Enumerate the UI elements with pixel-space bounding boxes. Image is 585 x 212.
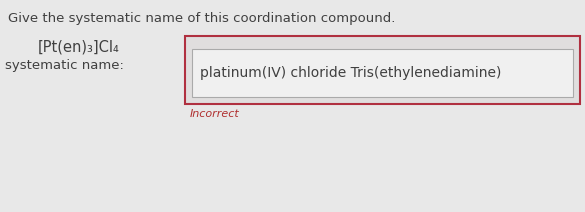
Text: platinum(IV) chloride Tris(ethylenediamine): platinum(IV) chloride Tris(ethylenediami…	[200, 66, 501, 80]
Text: Give the systematic name of this coordination compound.: Give the systematic name of this coordin…	[8, 12, 395, 25]
Text: systematic name:: systematic name:	[5, 60, 124, 73]
Bar	[185, 36, 580, 104]
Bar	[192, 49, 573, 97]
Text: Incorrect: Incorrect	[190, 109, 240, 119]
Text: [Pt(en)₃]Cl₄: [Pt(en)₃]Cl₄	[38, 40, 120, 55]
